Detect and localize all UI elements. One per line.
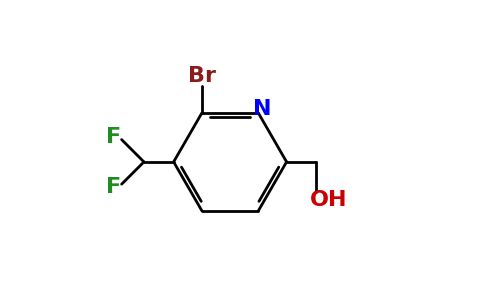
Text: F: F bbox=[106, 177, 121, 196]
Text: OH: OH bbox=[310, 190, 348, 210]
Text: N: N bbox=[253, 99, 271, 119]
Text: Br: Br bbox=[188, 66, 216, 86]
Text: F: F bbox=[106, 127, 121, 147]
